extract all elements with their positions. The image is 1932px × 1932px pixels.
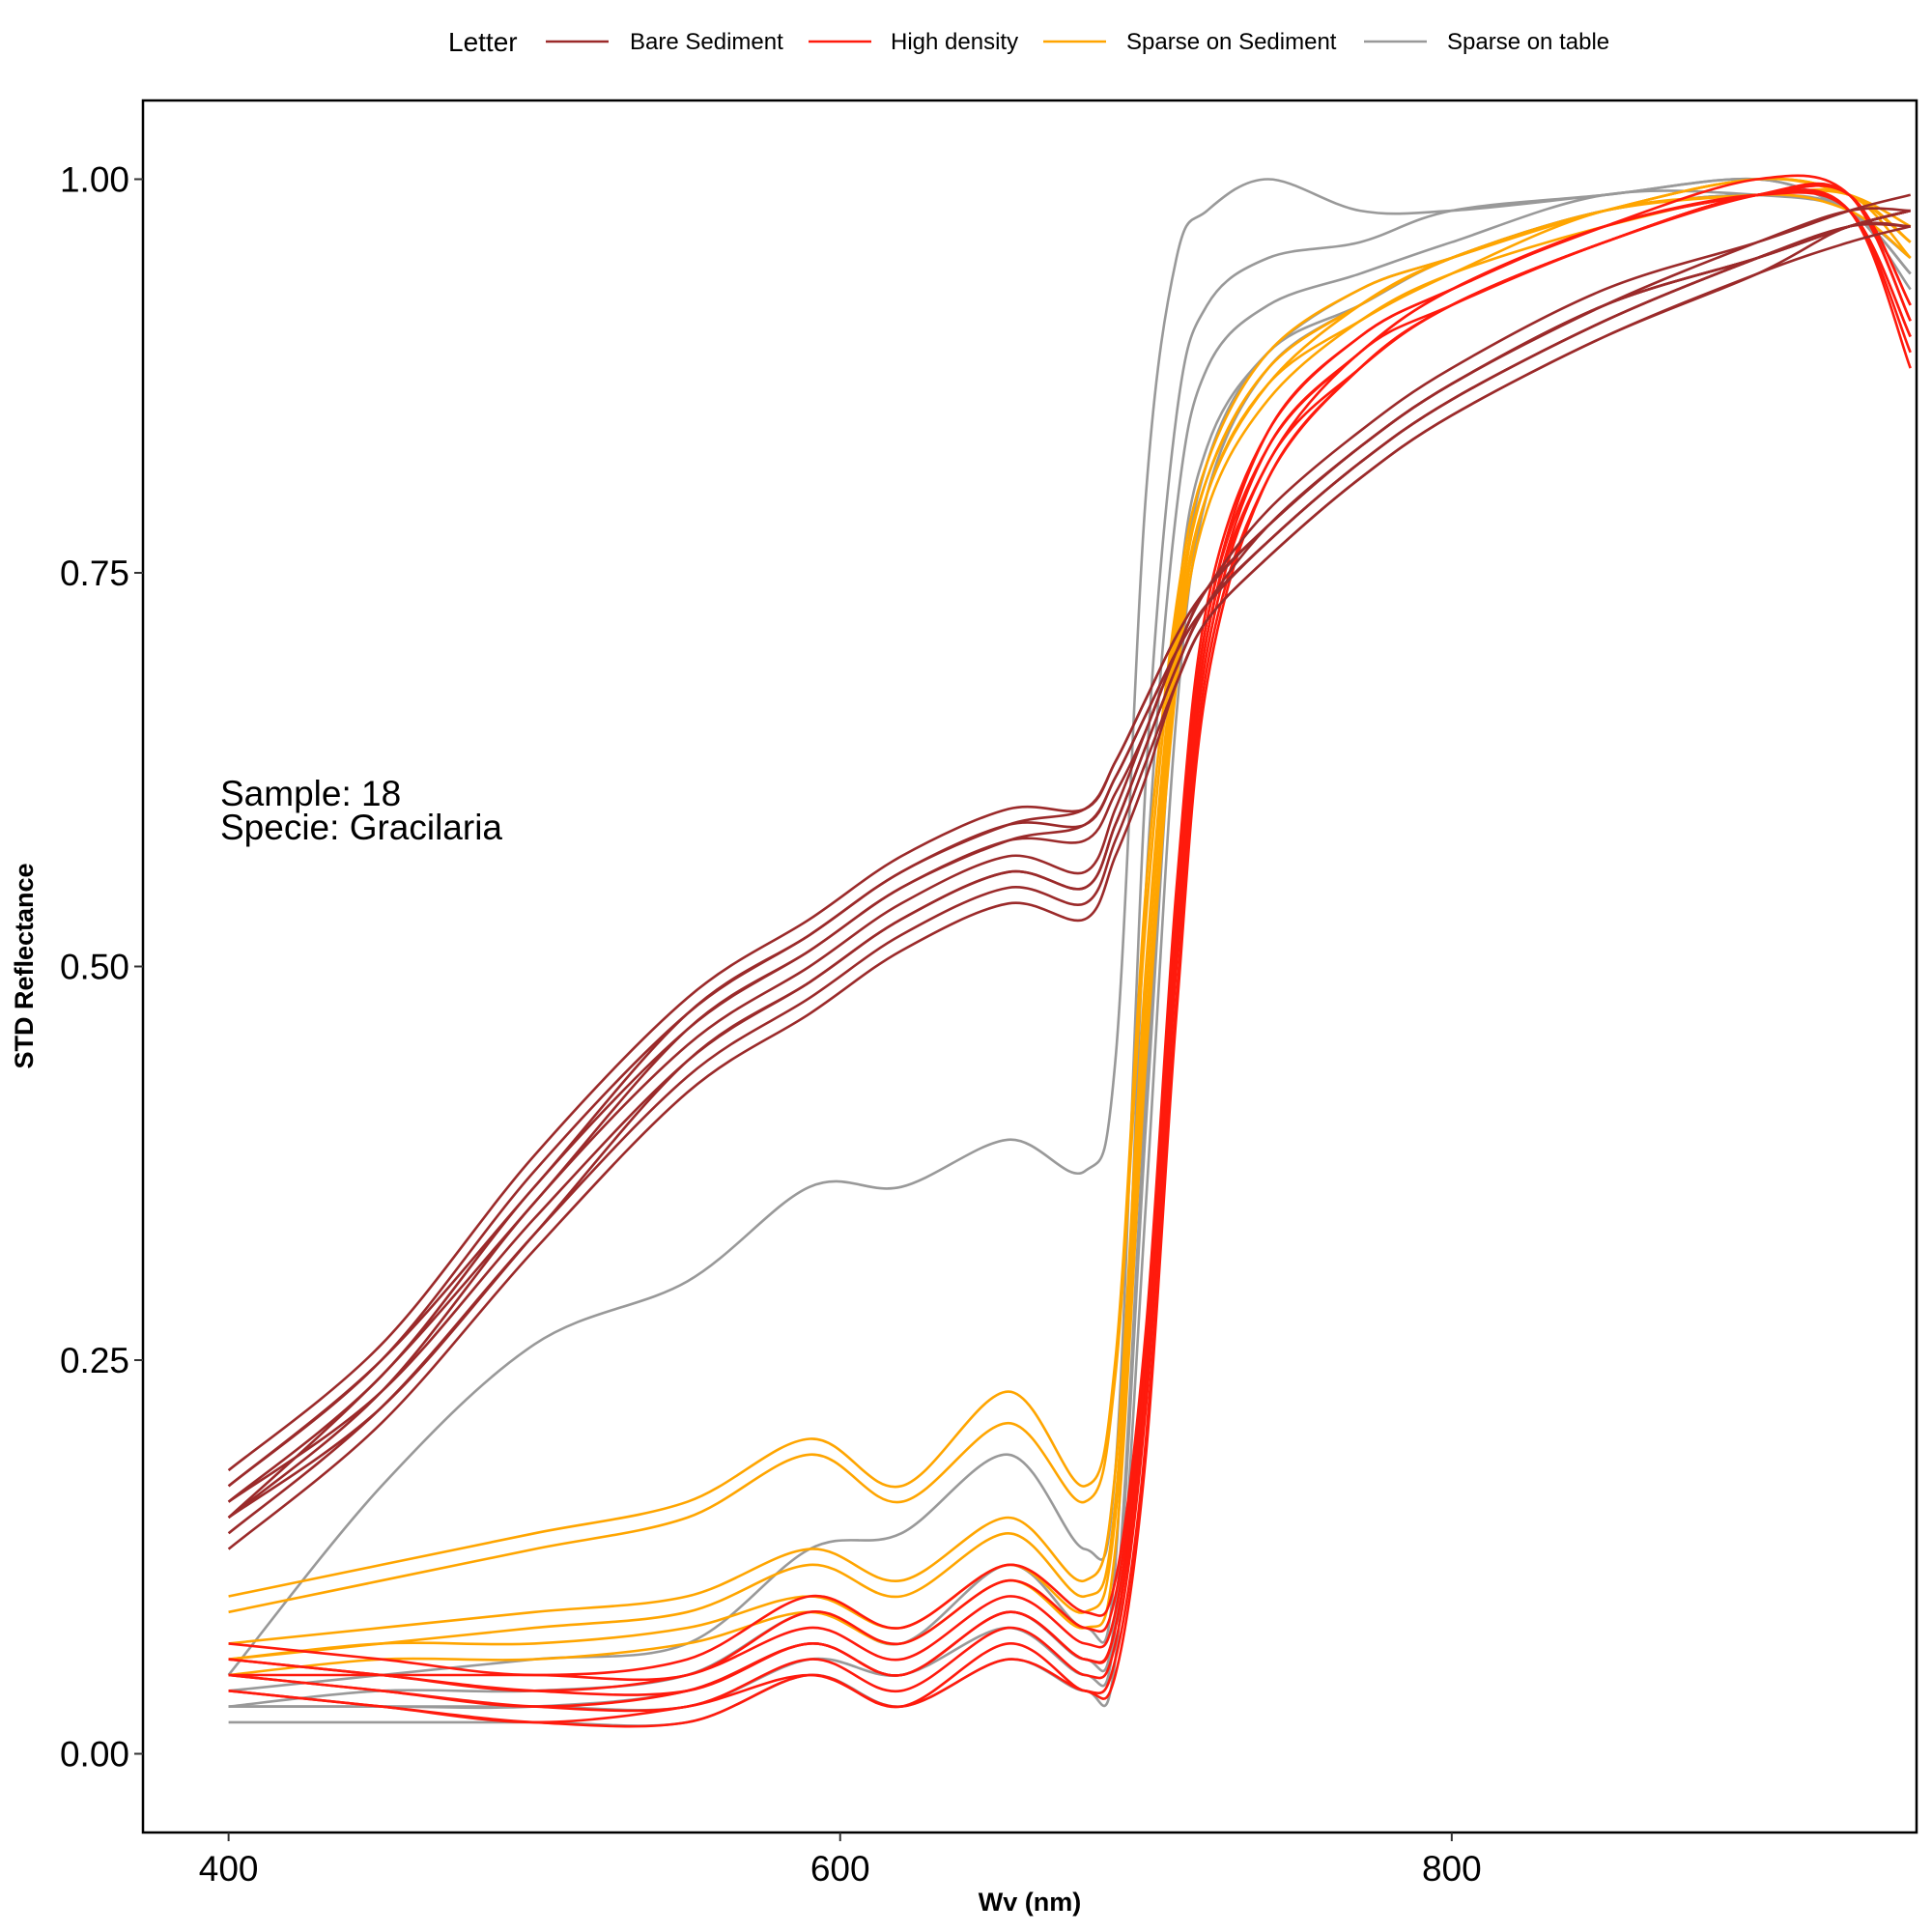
- y-tick-label: 0.75: [60, 554, 129, 593]
- series-line-bare-sediment: [227, 225, 1912, 1550]
- series-line-high-density: [228, 188, 1912, 1724]
- x-tick-label: 600: [810, 1849, 870, 1889]
- x-axis: 400 600 800: [199, 1833, 1482, 1889]
- y-tick-label: 1.00: [60, 160, 129, 200]
- y-tick-label: 0.00: [60, 1735, 129, 1775]
- legend-label-bare-sediment: Bare Sediment: [630, 29, 783, 55]
- legend-label-high-density: High density: [891, 29, 1018, 55]
- y-axis-title: STD Reflectance: [10, 863, 39, 1068]
- series-line-sparse-on-sediment: [228, 177, 1912, 1661]
- legend-title: Letter: [448, 27, 518, 57]
- legend-label-sparse-on-table: Sparse on table: [1447, 29, 1609, 55]
- legend-label-sparse-on-sediment: Sparse on Sediment: [1126, 29, 1337, 55]
- y-axis: 0.00 0.25 0.50 0.75 1.00: [60, 160, 143, 1775]
- series-line-sparse-on-sediment: [228, 193, 1912, 1677]
- y-tick-label: 0.25: [60, 1341, 129, 1380]
- series-line-bare-sediment: [227, 209, 1912, 1520]
- y-tick-label: 0.50: [60, 948, 129, 987]
- annotation-sample: Sample: 18: [220, 774, 401, 813]
- series-line-high-density: [228, 184, 1912, 1677]
- x-tick-label: 400: [199, 1849, 259, 1889]
- series-line-sparse-on-table: [227, 177, 1912, 1676]
- series-line-bare-sediment: [227, 209, 1912, 1488]
- series-layer: [227, 174, 1912, 1728]
- x-tick-label: 800: [1422, 1849, 1482, 1889]
- legend: Letter Bare Sediment High density Sparse…: [448, 27, 1609, 57]
- series-line-bare-sediment: [227, 193, 1912, 1520]
- series-line-sparse-on-sediment: [228, 188, 1912, 1661]
- annotation-species: Specie: Gracilaria: [220, 808, 502, 847]
- x-axis-title: Wv (nm): [979, 1888, 1081, 1917]
